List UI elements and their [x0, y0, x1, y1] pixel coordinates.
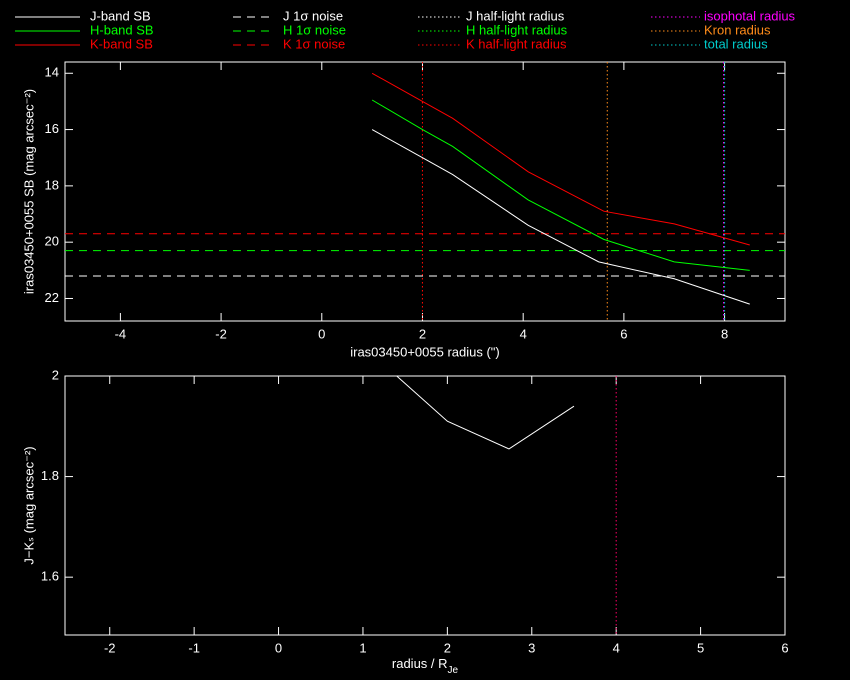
y-tick-label: 22 [45, 290, 59, 305]
y-tick-label: 16 [45, 121, 59, 136]
profile-line [371, 129, 750, 305]
plot-frame [64, 375, 786, 636]
y-axis-label: J−Kₛ (mag arcsec⁻²) [21, 446, 36, 564]
legend-label: J 1σ noise [283, 8, 343, 23]
profile-line [371, 99, 750, 271]
legend-label: isophotal radius [704, 8, 796, 23]
y-tick-label: 1.8 [41, 468, 59, 483]
x-tick-label: 4 [520, 326, 527, 341]
legend-label: J half-light radius [466, 8, 565, 23]
y-axis-label: iras03450+0055 SB (mag arcsec⁻²) [21, 89, 36, 294]
x-tick-label: 3 [528, 640, 535, 655]
x-tick-label: 2 [419, 326, 426, 341]
y-tick-label: 2 [52, 367, 59, 382]
x-tick-label: 5 [697, 640, 704, 655]
legend-label: K 1σ noise [283, 36, 345, 51]
x-tick-label: 8 [721, 326, 728, 341]
x-tick-label: -1 [188, 640, 200, 655]
legend-label: Kron radius [704, 22, 771, 37]
y-tick-label: 1.6 [41, 569, 59, 584]
y-tick-label: 14 [45, 65, 59, 80]
x-tick-label: 4 [613, 640, 620, 655]
x-tick-label: -2 [215, 326, 227, 341]
x-axis-label: radius / RJe [392, 656, 459, 675]
legend-label: K-band SB [90, 36, 153, 51]
x-tick-label: 6 [781, 640, 788, 655]
legend-label: K half-light radius [466, 36, 567, 51]
legend-label: total radius [704, 36, 768, 51]
x-tick-label: 6 [620, 326, 627, 341]
x-tick-label: 2 [444, 640, 451, 655]
x-tick-label: -4 [115, 326, 127, 341]
x-axis-label-sub: Je [448, 665, 459, 676]
plot-frame [64, 61, 786, 322]
legend-label: H-band SB [90, 22, 154, 37]
legend-label: H half-light radius [466, 22, 568, 37]
y-tick-label: 20 [45, 234, 59, 249]
x-tick-label: -2 [104, 640, 116, 655]
x-tick-label: 0 [275, 640, 282, 655]
x-axis-label-text: radius / R [392, 656, 448, 671]
y-tick-label: 18 [45, 177, 59, 192]
legend-label: H 1σ noise [283, 22, 346, 37]
profile-line [371, 72, 750, 246]
x-axis-label: iras03450+0055 radius (") [350, 344, 500, 359]
x-tick-label: 0 [318, 326, 325, 341]
legend-label: J-band SB [90, 8, 151, 23]
x-tick-label: 1 [359, 640, 366, 655]
profile-line [396, 375, 575, 450]
